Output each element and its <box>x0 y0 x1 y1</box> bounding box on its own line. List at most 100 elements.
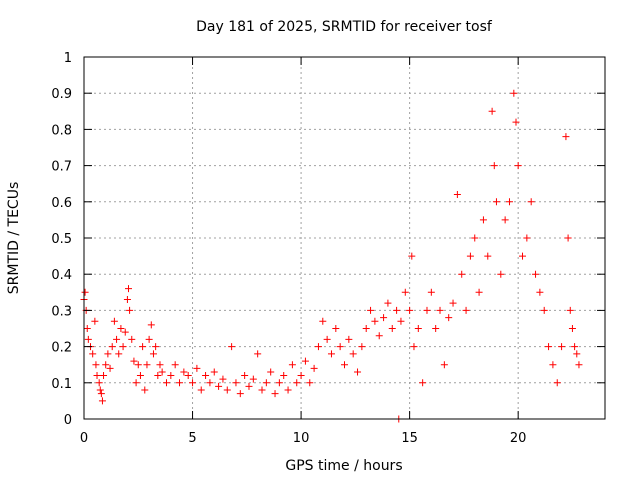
data-point <box>314 343 322 351</box>
data-point <box>410 343 418 351</box>
data-point <box>336 343 344 351</box>
data-point <box>558 343 566 351</box>
data-point <box>388 325 396 332</box>
x-tick-label: 20 <box>510 431 527 446</box>
data-point <box>202 372 210 380</box>
data-point <box>380 314 388 322</box>
data-point <box>91 317 99 325</box>
data-point <box>98 397 106 405</box>
data-point <box>453 191 461 199</box>
data-point <box>228 343 236 351</box>
data-point <box>568 325 576 332</box>
data-point <box>301 357 309 365</box>
y-tick-label: 0.9 <box>51 87 72 102</box>
data-point <box>384 299 392 307</box>
data-point <box>95 379 103 387</box>
data-point <box>97 390 105 398</box>
data-point <box>349 350 357 358</box>
data-point <box>275 379 283 387</box>
data-point <box>545 343 553 351</box>
data-point <box>115 350 123 358</box>
data-points <box>80 89 583 423</box>
data-point <box>341 361 348 369</box>
data-point <box>419 379 427 387</box>
data-point <box>479 216 487 224</box>
data-point <box>471 234 479 242</box>
data-point <box>119 343 127 351</box>
data-point <box>490 162 498 170</box>
data-point <box>393 306 401 314</box>
data-point <box>132 379 140 387</box>
data-point <box>96 386 104 394</box>
data-point <box>210 368 218 376</box>
data-point <box>458 270 466 278</box>
data-point <box>189 379 197 387</box>
data-point <box>215 382 223 390</box>
y-tick-label: 0.7 <box>51 160 72 175</box>
data-point <box>354 368 362 376</box>
data-point <box>102 361 110 369</box>
chart-title: Day 181 of 2025, SRMTID for receiver tos… <box>196 19 493 35</box>
data-point <box>306 379 314 387</box>
data-point <box>367 306 375 314</box>
data-point <box>193 364 201 372</box>
data-point <box>323 335 331 343</box>
data-point <box>358 343 366 351</box>
data-point <box>171 361 179 369</box>
y-tick-label: 0.1 <box>51 377 72 392</box>
data-point <box>293 379 301 387</box>
data-point <box>532 270 540 278</box>
data-point <box>136 372 144 380</box>
data-point <box>475 288 483 296</box>
x-tick-label: 10 <box>293 431 310 446</box>
data-point <box>514 162 522 170</box>
data-point <box>449 299 457 307</box>
data-point <box>121 328 129 336</box>
data-point <box>280 372 288 380</box>
data-point <box>126 306 134 314</box>
data-point <box>254 350 262 358</box>
data-point <box>492 198 500 206</box>
data-point <box>206 379 214 387</box>
data-point <box>371 317 379 325</box>
data-point <box>510 89 518 97</box>
data-point <box>128 335 136 343</box>
data-point <box>104 350 112 358</box>
y-tick-label: 0.5 <box>51 232 72 247</box>
data-point <box>553 379 561 387</box>
y-tick-label: 0.4 <box>51 268 72 283</box>
data-point <box>440 361 448 369</box>
data-point <box>241 372 249 380</box>
data-point <box>149 350 157 358</box>
data-point <box>484 252 492 260</box>
data-point <box>512 118 520 126</box>
data-point <box>288 361 296 369</box>
data-point <box>501 216 509 224</box>
data-point <box>284 386 292 394</box>
x-tick-label: 5 <box>188 431 196 446</box>
data-point <box>466 252 474 260</box>
data-point <box>519 252 527 260</box>
data-point <box>267 368 275 376</box>
data-point <box>89 350 97 358</box>
data-point <box>100 372 108 380</box>
data-point <box>262 379 270 387</box>
data-point <box>523 234 531 242</box>
data-point <box>117 325 125 332</box>
data-point <box>249 375 257 383</box>
data-point <box>184 372 192 380</box>
data-point <box>123 296 131 304</box>
grid-lines <box>84 57 605 419</box>
y-tick-label: 0.8 <box>51 123 72 138</box>
data-point <box>139 343 147 351</box>
data-point <box>414 325 422 332</box>
data-point <box>408 252 416 260</box>
data-point <box>310 364 318 372</box>
data-point <box>527 198 535 206</box>
data-point <box>536 288 544 296</box>
data-point <box>106 364 114 372</box>
data-point <box>258 386 266 394</box>
data-point <box>197 386 205 394</box>
data-point <box>125 285 133 293</box>
